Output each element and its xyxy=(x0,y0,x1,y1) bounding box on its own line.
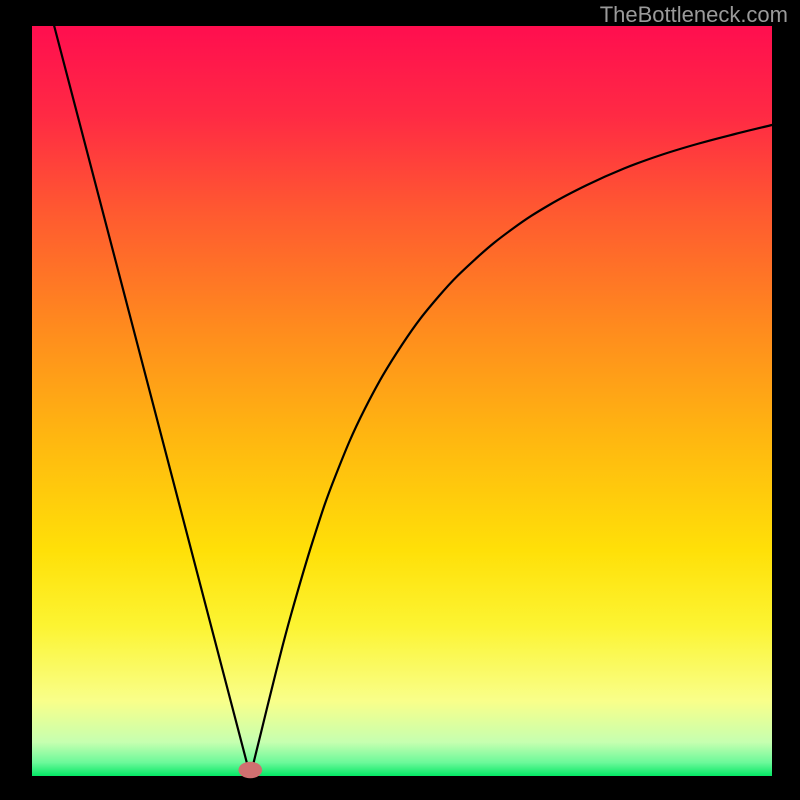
plot-background xyxy=(32,26,772,776)
curve-minimum-marker xyxy=(238,762,262,779)
chart-container: TheBottleneck.com xyxy=(0,0,800,800)
bottleneck-chart xyxy=(0,0,800,800)
watermark-text: TheBottleneck.com xyxy=(600,2,788,28)
